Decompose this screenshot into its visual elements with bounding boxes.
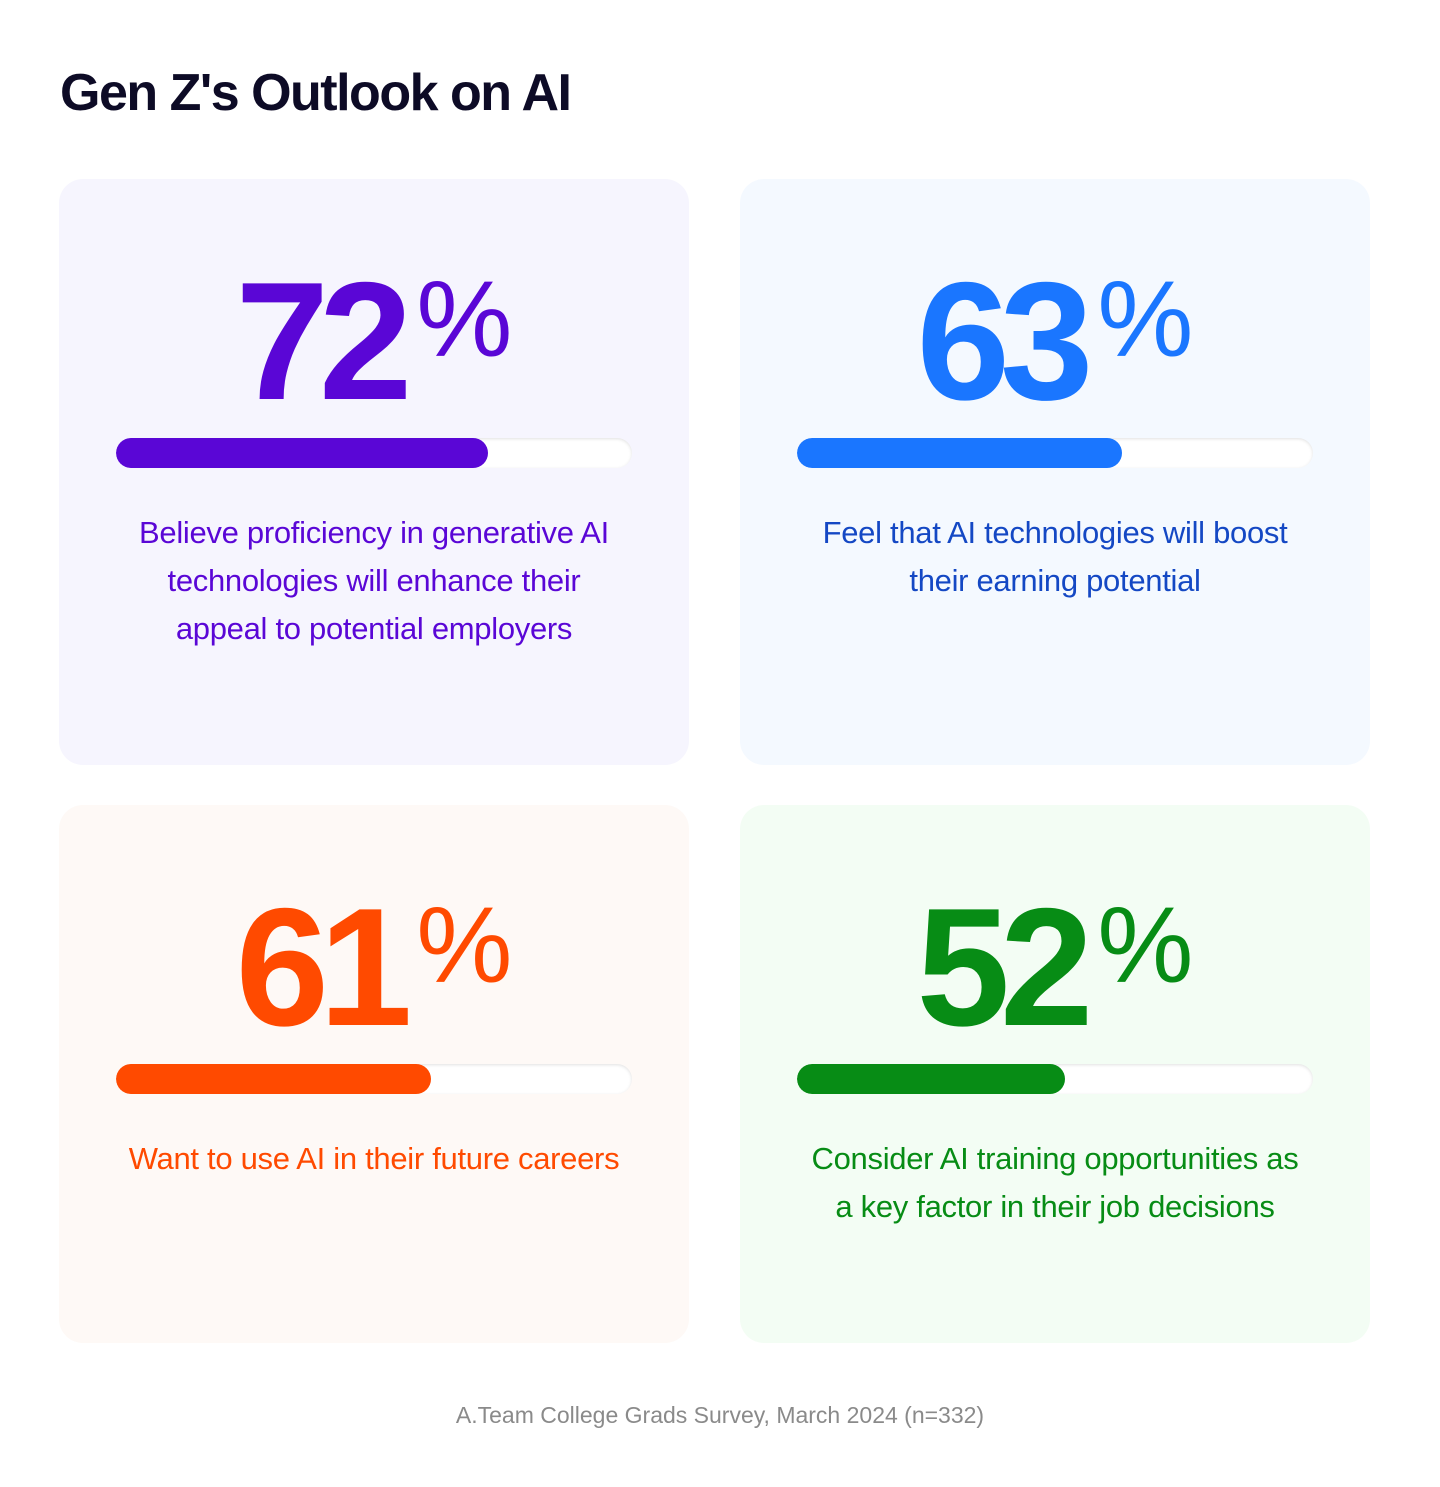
progress-bar-fill <box>116 438 488 468</box>
stat-number: 63 <box>916 247 1094 435</box>
stat-number: 72 <box>235 247 413 435</box>
stat-number: 52 <box>916 873 1094 1061</box>
progress-bar-track <box>797 438 1313 468</box>
stat-number: 61 <box>235 873 413 1061</box>
progress-bar-fill <box>116 1064 431 1094</box>
page-title: Gen Z's Outlook on AI <box>60 64 572 122</box>
stat-value: 63% <box>740 257 1370 425</box>
stat-card: 63% Feel that AI technologies will boost… <box>740 179 1370 765</box>
stat-card: 52% Consider AI training opportunities a… <box>740 805 1370 1343</box>
stat-value: 52% <box>740 883 1370 1051</box>
progress-bar-track <box>797 1064 1313 1094</box>
stat-description: Believe proficiency in generative AI tec… <box>139 515 609 646</box>
progress-bar-track <box>116 1064 632 1094</box>
progress-bar-fill <box>797 1064 1066 1094</box>
stat-description: Want to use AI in their future careers <box>128 1141 620 1176</box>
percent-sign: % <box>416 258 513 379</box>
source-note: A.Team College Grads Survey, March 2024 … <box>455 1402 985 1428</box>
stat-value: 61% <box>59 883 689 1051</box>
stat-description: Consider AI training opportunities as a … <box>811 1141 1299 1224</box>
stat-value: 72% <box>59 257 689 425</box>
stat-card: 61% Want to use AI in their future caree… <box>59 805 689 1343</box>
stat-description: Feel that AI technologies will boost the… <box>822 515 1288 598</box>
percent-sign: % <box>1097 258 1194 379</box>
progress-bar-fill <box>797 438 1123 468</box>
stat-card: 72% Believe proficiency in generative AI… <box>59 179 689 765</box>
progress-bar-track <box>116 438 632 468</box>
percent-sign: % <box>416 884 513 1005</box>
percent-sign: % <box>1097 884 1194 1005</box>
